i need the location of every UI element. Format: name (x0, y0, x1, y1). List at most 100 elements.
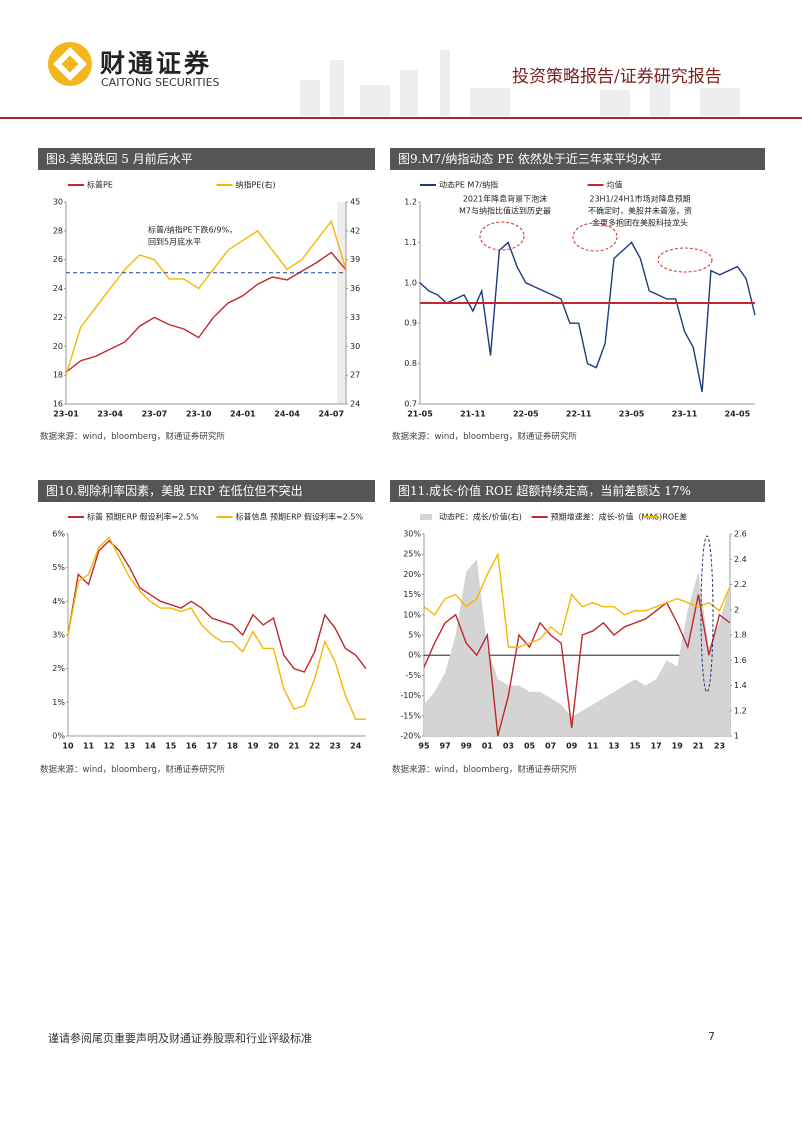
y-tick-label: 4% (52, 597, 65, 606)
x-tick-label: 22-05 (513, 410, 539, 419)
y2-tick-label: 1 (734, 732, 739, 741)
y2-tick-label: 30 (350, 342, 360, 351)
highlight-ellipse (700, 535, 714, 693)
x-tick-label: 16 (186, 742, 198, 751)
x-tick-label: 99 (461, 742, 473, 751)
highlight-ellipse (479, 221, 525, 251)
legend-label: 纳指PE(右) (236, 180, 276, 190)
annotation: M7与纳指比值达到历史最 (459, 206, 551, 216)
x-tick-label: 11 (83, 742, 95, 751)
highlight-ellipse (572, 222, 618, 252)
legend-label: 预期增速差：成长-价值（MA6) (551, 512, 662, 522)
annotation: 2021年降息背景下泡沫 (463, 194, 547, 204)
line-series (423, 594, 731, 737)
y2-tick-label: 1.4 (734, 681, 747, 690)
x-tick-label: 19 (672, 742, 684, 751)
x-tick-label: 18 (227, 742, 239, 751)
footer-disclaimer: 谨请参阅尾页重要声明及财通证券股票和行业评级标准 (48, 1032, 312, 1045)
chart: 0.7 0.8 0.9 1.0 1.1 1.2 21-05 21-11 22-05 22-11 23… (404, 180, 756, 419)
x-tick-label: 23-04 (97, 410, 123, 419)
area-series (424, 559, 730, 736)
x-tick-label: 23 (714, 742, 725, 751)
skyline (300, 50, 740, 116)
header-graphic (0, 42, 802, 119)
x-tick-label: 03 (503, 742, 514, 751)
shaded-period (337, 202, 346, 404)
y2-tick-label: 36 (350, 284, 360, 293)
x-tick-label: 24-04 (274, 410, 300, 419)
y2-tick-label: 39 (350, 255, 360, 264)
x-tick-label: 23-11 (672, 410, 698, 419)
y2-tick-label: 1.8 (734, 631, 747, 640)
x-tick-label: 20 (268, 742, 280, 751)
y-tick-label: 16 (53, 400, 63, 409)
company-cn: 财通证券 (100, 49, 213, 78)
x-tick-label: 23-10 (186, 410, 212, 419)
x-tick-label: 21-11 (460, 410, 486, 419)
x-tick-label: 21-05 (407, 410, 433, 419)
x-tick-label: 13 (608, 742, 619, 751)
y2-tick-label: 27 (350, 371, 360, 380)
y-tick-label: 15% (403, 590, 421, 599)
x-tick-label: 21 (693, 742, 705, 751)
x-tick-label: 17 (206, 742, 217, 751)
y-tick-label: -10% (400, 691, 421, 700)
x-tick-label: 21 (288, 742, 300, 751)
y2-tick-label: 2.6 (734, 530, 747, 539)
annotation: 金更多抱团在美股科技龙头 (592, 218, 688, 228)
x-tick-label: 17 (651, 742, 662, 751)
y-tick-label: 0% (52, 732, 65, 741)
line-series (419, 241, 756, 393)
y-tick-label: 1.1 (404, 238, 417, 247)
y-tick-label: 25% (403, 550, 421, 559)
figure-source: 数据来源：wind，bloomberg，财通证券研究所 (392, 765, 577, 775)
line-series (423, 551, 731, 648)
y-tick-label: 1.2 (404, 198, 417, 207)
y-tick-label: 0.9 (404, 319, 417, 328)
y-tick-label: 24 (53, 284, 63, 293)
figure-title: 图9.M7/纳指动态 PE 依然处于近三年来平均水平 (390, 148, 765, 170)
chart: 0% 1% 2% 3% 4% 5% 6% 10 11 12 13 14 15 16 17 18 19 20 21 22… (52, 512, 367, 751)
x-tick-label: 09 (566, 742, 578, 751)
y-tick-label: 20 (53, 342, 63, 351)
x-tick-label: 13 (124, 742, 135, 751)
y-tick-label: 6% (52, 530, 65, 539)
x-tick-label: 23-07 (142, 410, 168, 419)
x-tick-label: 15 (629, 742, 641, 751)
x-tick-label: 24-01 (230, 410, 256, 419)
y2-tick-label: 2.2 (734, 580, 747, 589)
logo (48, 42, 92, 86)
x-tick-label: 07 (545, 742, 556, 751)
x-tick-label: 12 (104, 742, 115, 751)
annotation: 标普/纳指PE下跌6/9%， (148, 225, 237, 235)
y2-tick-label: 42 (350, 226, 360, 235)
annotation: 23H1/24H1市场对降息预期 (589, 194, 690, 204)
x-tick-label: 22 (309, 742, 320, 751)
y-tick-label: 0.8 (404, 359, 417, 368)
y2-tick-label: 24 (350, 400, 360, 409)
x-tick-label: 24-07 (318, 410, 344, 419)
legend-label: ROE差 (662, 512, 687, 522)
annotation: 回到5月底水平 (148, 237, 201, 247)
y-tick-label: 1% (52, 698, 65, 707)
y-tick-label: 5% (408, 631, 421, 640)
x-tick-label: 05 (524, 742, 536, 751)
legend-swatch (420, 514, 432, 520)
y2-tick-label: 45 (350, 198, 360, 207)
y-tick-label: -15% (400, 711, 421, 720)
line-series (67, 536, 366, 720)
x-tick-label: 10 (62, 742, 74, 751)
y-tick-label: 30 (53, 198, 63, 207)
report-type: 投资策略报告/证券研究报告 (512, 67, 722, 87)
chart: -20% -15% -10% -5% 0% 5% 10% 15% 20% 25% 30% 1 1.2 1.… (400, 512, 747, 751)
y2-tick-label: 2.4 (734, 555, 747, 564)
legend-label: 动态PE M7/纳指 (439, 180, 498, 190)
figure-source: 数据来源：wind，bloomberg，财通证券研究所 (40, 432, 225, 442)
y-tick-label: 26 (53, 255, 63, 264)
y-tick-label: 3% (52, 631, 65, 640)
line-series (65, 219, 347, 376)
y-tick-label: 18 (53, 371, 63, 380)
y-tick-label: -20% (400, 732, 421, 741)
figure-source: 数据来源：wind，bloomberg，财通证券研究所 (40, 765, 225, 775)
figure-source: 数据来源：wind，bloomberg，财通证券研究所 (392, 432, 577, 442)
